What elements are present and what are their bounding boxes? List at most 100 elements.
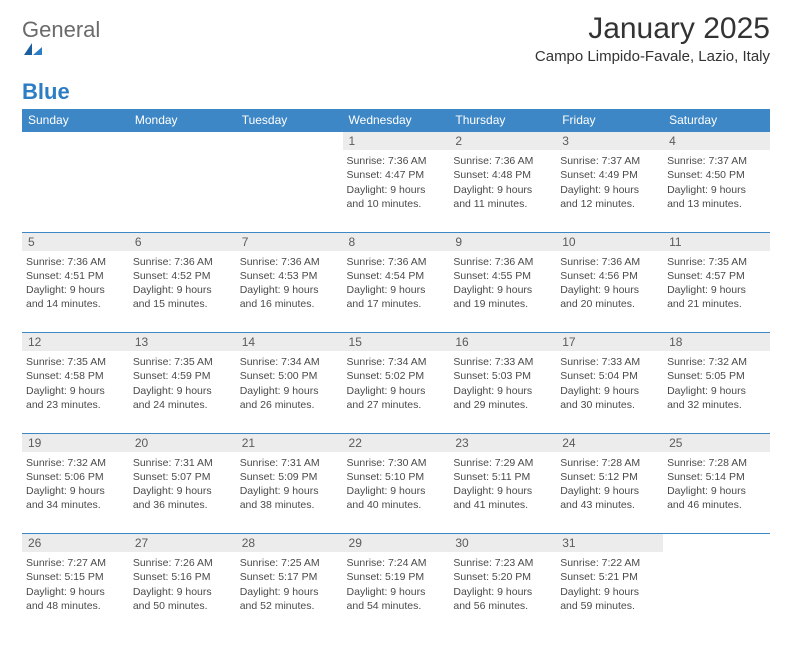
sunset-line: Sunset: 4:59 PM <box>133 369 232 383</box>
day-number-row: 262728293031 <box>22 534 770 553</box>
day1-line: Daylight: 9 hours <box>26 283 125 297</box>
day1-line: Daylight: 9 hours <box>240 484 339 498</box>
day-cell: Sunrise: 7:37 AMSunset: 4:49 PMDaylight:… <box>556 150 663 232</box>
day1-line: Daylight: 9 hours <box>133 384 232 398</box>
sail-icon <box>22 41 100 57</box>
sunset-line: Sunset: 5:15 PM <box>26 570 125 584</box>
day-number: 9 <box>449 232 556 251</box>
day-cell: Sunrise: 7:31 AMSunset: 5:07 PMDaylight:… <box>129 452 236 534</box>
brand-text: General Blue <box>22 18 100 103</box>
sunrise-line: Sunrise: 7:27 AM <box>26 556 125 570</box>
day-number: 23 <box>449 433 556 452</box>
day-number: 14 <box>236 333 343 352</box>
day-number: 1 <box>343 132 450 151</box>
day-cell: Sunrise: 7:36 AMSunset: 4:48 PMDaylight:… <box>449 150 556 232</box>
day-number: 26 <box>22 534 129 553</box>
calendar-page: General Blue January 2025 Campo Limpido-… <box>0 0 792 652</box>
day-number: 15 <box>343 333 450 352</box>
day-details: Sunrise: 7:29 AMSunset: 5:11 PMDaylight:… <box>453 454 552 513</box>
day-cell: Sunrise: 7:34 AMSunset: 5:02 PMDaylight:… <box>343 351 450 433</box>
day2-line: and 29 minutes. <box>453 398 552 412</box>
day-number-row: 12131415161718 <box>22 333 770 352</box>
day2-line: and 17 minutes. <box>347 297 446 311</box>
day2-line: and 59 minutes. <box>560 599 659 613</box>
day-number: 2 <box>449 132 556 151</box>
day-details: Sunrise: 7:34 AMSunset: 5:00 PMDaylight:… <box>240 353 339 412</box>
sunrise-line: Sunrise: 7:36 AM <box>453 255 552 269</box>
sunrise-line: Sunrise: 7:36 AM <box>133 255 232 269</box>
week-row: Sunrise: 7:35 AMSunset: 4:58 PMDaylight:… <box>22 351 770 433</box>
day-cell: Sunrise: 7:36 AMSunset: 4:51 PMDaylight:… <box>22 251 129 333</box>
day-details: Sunrise: 7:32 AMSunset: 5:05 PMDaylight:… <box>667 353 766 412</box>
day-number: 22 <box>343 433 450 452</box>
brand-logo: General Blue <box>22 18 100 103</box>
weekday-header: Wednesday <box>343 109 450 132</box>
weekday-header: Friday <box>556 109 663 132</box>
day2-line: and 48 minutes. <box>26 599 125 613</box>
day-number: 3 <box>556 132 663 151</box>
sunrise-line: Sunrise: 7:36 AM <box>26 255 125 269</box>
day-number <box>22 132 129 151</box>
brand-word-1: General <box>22 17 100 42</box>
day-cell: Sunrise: 7:30 AMSunset: 5:10 PMDaylight:… <box>343 452 450 534</box>
day-cell: Sunrise: 7:28 AMSunset: 5:12 PMDaylight:… <box>556 452 663 534</box>
day1-line: Daylight: 9 hours <box>347 183 446 197</box>
day-cell: Sunrise: 7:28 AMSunset: 5:14 PMDaylight:… <box>663 452 770 534</box>
day-cell: Sunrise: 7:35 AMSunset: 4:58 PMDaylight:… <box>22 351 129 433</box>
day-number: 30 <box>449 534 556 553</box>
day-number: 8 <box>343 232 450 251</box>
day-details: Sunrise: 7:25 AMSunset: 5:17 PMDaylight:… <box>240 554 339 613</box>
day-details: Sunrise: 7:33 AMSunset: 5:03 PMDaylight:… <box>453 353 552 412</box>
day-number: 7 <box>236 232 343 251</box>
day-number: 10 <box>556 232 663 251</box>
day-number: 21 <box>236 433 343 452</box>
header: General Blue January 2025 Campo Limpido-… <box>22 12 770 103</box>
day-number-row: 1234 <box>22 132 770 151</box>
sunset-line: Sunset: 5:03 PM <box>453 369 552 383</box>
sunset-line: Sunset: 4:54 PM <box>347 269 446 283</box>
day-number: 25 <box>663 433 770 452</box>
day2-line: and 13 minutes. <box>667 197 766 211</box>
sunrise-line: Sunrise: 7:35 AM <box>667 255 766 269</box>
day-number: 27 <box>129 534 236 553</box>
sunset-line: Sunset: 4:49 PM <box>560 168 659 182</box>
sunrise-line: Sunrise: 7:29 AM <box>453 456 552 470</box>
weekday-header: Saturday <box>663 109 770 132</box>
sunrise-line: Sunrise: 7:34 AM <box>240 355 339 369</box>
day-number: 16 <box>449 333 556 352</box>
day1-line: Daylight: 9 hours <box>560 283 659 297</box>
day1-line: Daylight: 9 hours <box>347 384 446 398</box>
day-cell <box>129 150 236 232</box>
day-cell: Sunrise: 7:24 AMSunset: 5:19 PMDaylight:… <box>343 552 450 634</box>
day2-line: and 16 minutes. <box>240 297 339 311</box>
day-cell: Sunrise: 7:25 AMSunset: 5:17 PMDaylight:… <box>236 552 343 634</box>
sunset-line: Sunset: 5:21 PM <box>560 570 659 584</box>
day-cell: Sunrise: 7:32 AMSunset: 5:06 PMDaylight:… <box>22 452 129 534</box>
day2-line: and 52 minutes. <box>240 599 339 613</box>
day-cell <box>663 552 770 634</box>
day2-line: and 30 minutes. <box>560 398 659 412</box>
day1-line: Daylight: 9 hours <box>453 283 552 297</box>
day-details: Sunrise: 7:35 AMSunset: 4:57 PMDaylight:… <box>667 253 766 312</box>
sunrise-line: Sunrise: 7:37 AM <box>560 154 659 168</box>
day-number: 11 <box>663 232 770 251</box>
day-cell: Sunrise: 7:36 AMSunset: 4:56 PMDaylight:… <box>556 251 663 333</box>
day-details: Sunrise: 7:36 AMSunset: 4:47 PMDaylight:… <box>347 152 446 211</box>
day-details: Sunrise: 7:23 AMSunset: 5:20 PMDaylight:… <box>453 554 552 613</box>
week-row: Sunrise: 7:32 AMSunset: 5:06 PMDaylight:… <box>22 452 770 534</box>
sunrise-line: Sunrise: 7:31 AM <box>240 456 339 470</box>
day-number: 5 <box>22 232 129 251</box>
sunset-line: Sunset: 5:14 PM <box>667 470 766 484</box>
sunrise-line: Sunrise: 7:22 AM <box>560 556 659 570</box>
day-details: Sunrise: 7:27 AMSunset: 5:15 PMDaylight:… <box>26 554 125 613</box>
sunset-line: Sunset: 5:09 PM <box>240 470 339 484</box>
brand-word-2: Blue <box>22 79 70 104</box>
day-cell: Sunrise: 7:23 AMSunset: 5:20 PMDaylight:… <box>449 552 556 634</box>
sunset-line: Sunset: 4:47 PM <box>347 168 446 182</box>
day-number-row: 19202122232425 <box>22 433 770 452</box>
day-details: Sunrise: 7:32 AMSunset: 5:06 PMDaylight:… <box>26 454 125 513</box>
day2-line: and 11 minutes. <box>453 197 552 211</box>
day-details: Sunrise: 7:31 AMSunset: 5:07 PMDaylight:… <box>133 454 232 513</box>
day1-line: Daylight: 9 hours <box>453 484 552 498</box>
day-number: 17 <box>556 333 663 352</box>
